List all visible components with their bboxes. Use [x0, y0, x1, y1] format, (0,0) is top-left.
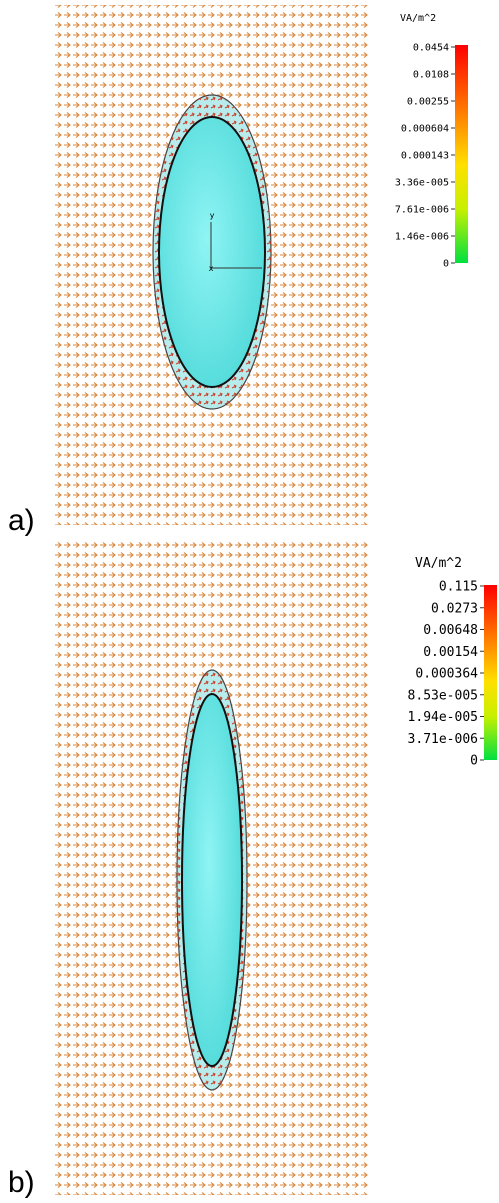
- scale-label: 0.000604: [401, 124, 449, 135]
- color-scale: [484, 585, 497, 760]
- scale-label: 0: [470, 754, 478, 769]
- panel-b: b) VA/m^2: [8, 540, 497, 1199]
- scale-label: 3.71e-006: [408, 732, 478, 747]
- scale-label: 3.36e-005: [395, 178, 449, 189]
- axis-label: y: [210, 211, 215, 220]
- scale-label: 0.115: [439, 580, 478, 595]
- scale-label: 1.46e-006: [395, 232, 449, 243]
- scale-unit: VA/m^2: [400, 13, 436, 24]
- panel-label: a): [8, 504, 35, 537]
- scale-label: 1.94e-005: [408, 710, 478, 725]
- scale-label: 0.000364: [415, 667, 478, 682]
- axis-triad: [210, 222, 262, 269]
- scale-label: 0.00255: [407, 97, 449, 108]
- scale-label: 0.0273: [431, 601, 478, 616]
- scale-label: 0.0454: [413, 43, 449, 54]
- scale-label: 0.0108: [413, 70, 449, 81]
- scale-label: 7.61e-006: [395, 205, 449, 216]
- scale-label: 0.00154: [423, 645, 478, 660]
- scale-unit: VA/m^2: [415, 556, 462, 571]
- panel-label: b): [8, 1166, 35, 1199]
- scale-label: 0.000143: [401, 151, 449, 162]
- color-scale: [455, 45, 468, 263]
- panel-a: y x a) VA/m^2: [8, 5, 468, 537]
- scale-label: 8.53e-005: [408, 688, 478, 703]
- ellipsoid: [181, 693, 243, 1067]
- scale-label: 0: [443, 259, 449, 270]
- scale-label: 0.00648: [423, 623, 478, 638]
- axis-label: x: [209, 264, 214, 273]
- ellipsoid: [158, 116, 266, 388]
